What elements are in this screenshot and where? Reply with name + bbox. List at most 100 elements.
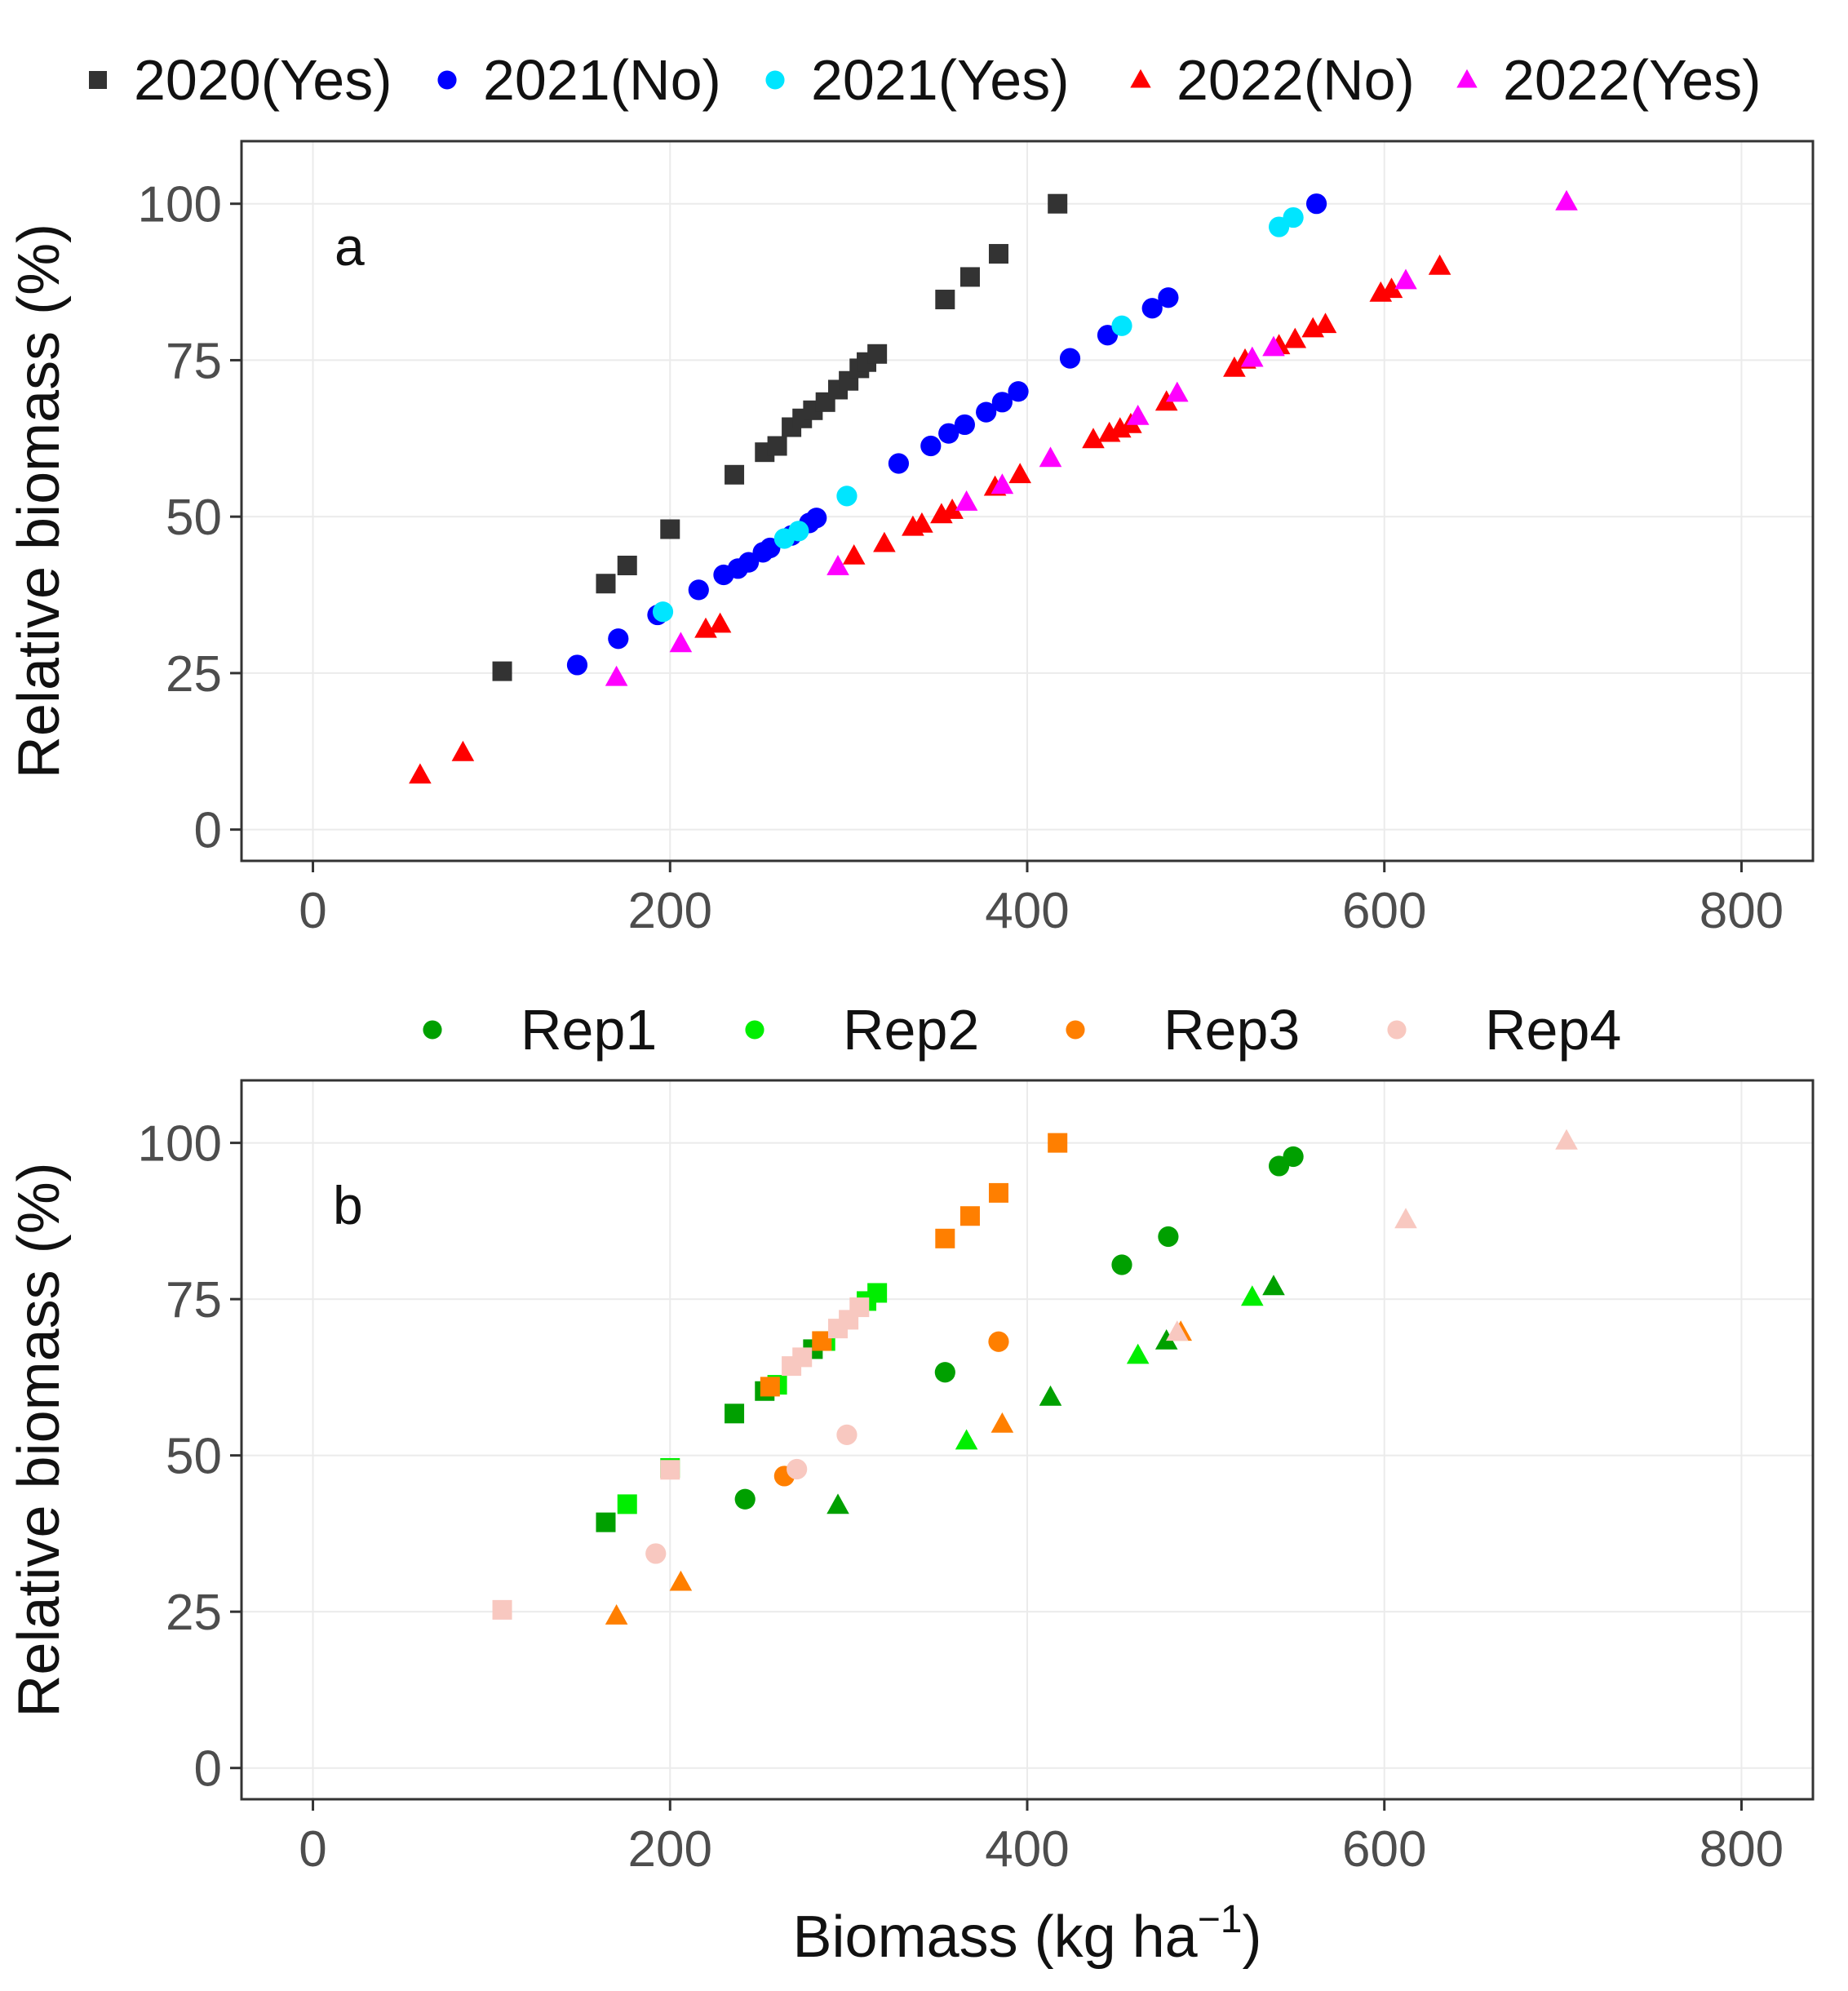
data-point	[955, 1429, 978, 1450]
legend-marker	[1130, 69, 1151, 88]
y-tick-label: 100	[138, 1116, 222, 1173]
data-point	[738, 552, 760, 573]
legend-marker	[765, 70, 785, 90]
data-point	[1380, 277, 1403, 299]
data-point	[1555, 189, 1578, 211]
data-point	[1166, 381, 1189, 402]
data-point	[836, 486, 858, 507]
data-point	[1241, 346, 1264, 367]
data-point	[941, 499, 964, 519]
data-point	[1262, 335, 1285, 357]
data-point	[976, 401, 997, 423]
y-tick-label: 75	[166, 1272, 222, 1328]
data-point	[1039, 446, 1062, 468]
data-point	[617, 555, 637, 575]
data-point	[767, 436, 787, 456]
data-point	[669, 1570, 693, 1591]
y-tick-label: 25	[166, 646, 222, 703]
data-point	[492, 661, 512, 681]
data-point	[451, 740, 475, 761]
data-point	[688, 579, 709, 601]
x-tick-label: 200	[628, 883, 712, 939]
legend-label: 2021(No)	[483, 48, 721, 112]
panel-b: 0 200 400 600 800 0 25 50 75 100 Relative biomass …	[7, 998, 1815, 1970]
data-point	[1283, 206, 1304, 228]
data-point	[988, 244, 1008, 264]
data-point	[888, 453, 910, 474]
legend-label: 2021(Yes)	[811, 48, 1070, 112]
x-tick-label: 800	[1700, 883, 1784, 939]
data-point	[1428, 254, 1451, 275]
x-tick-label: 400	[985, 883, 1069, 939]
data-point	[806, 508, 827, 529]
data-point	[920, 435, 942, 457]
data-point	[988, 1331, 1009, 1352]
legend-marker	[437, 70, 457, 90]
y-axis-title: Relative biomass (%)	[7, 1162, 72, 1717]
y-tick-label: 0	[194, 803, 222, 859]
x-tick-label: 800	[1700, 1821, 1784, 1878]
data-point	[1059, 348, 1081, 369]
data-point	[1141, 298, 1163, 319]
data-point	[1008, 463, 1031, 484]
data-point	[1166, 1320, 1189, 1341]
data-point	[605, 1604, 628, 1625]
x-tick-label: 600	[1342, 883, 1426, 939]
data-point	[1126, 1343, 1150, 1364]
data-point	[1126, 405, 1150, 425]
data-point	[1154, 390, 1178, 411]
legend-label: 2020(Yes)	[134, 48, 392, 112]
data-point	[1314, 313, 1337, 334]
data-point	[1008, 381, 1029, 402]
x-axis-title-close: )	[1242, 1905, 1261, 1970]
data-point	[734, 1488, 756, 1510]
legend-marker	[89, 71, 107, 89]
x-tick-label: 600	[1342, 1821, 1426, 1878]
x-tick-label: 0	[299, 1821, 326, 1878]
x-axis-title-main: Biomass (kg ha	[793, 1905, 1199, 1970]
x-axis-title-superscript: −1	[1198, 1898, 1243, 1941]
data-point	[596, 574, 616, 594]
data-point	[596, 1512, 616, 1532]
data-point	[827, 1493, 849, 1514]
data-point	[566, 654, 588, 676]
data-point	[608, 628, 629, 650]
data-point	[1241, 1285, 1264, 1306]
data-point	[990, 1412, 1014, 1433]
y-tick-label: 100	[138, 177, 222, 233]
data-point	[725, 1403, 745, 1424]
data-point	[409, 763, 432, 784]
legend-label: 2022(Yes)	[1503, 48, 1762, 112]
legend-marker	[745, 1020, 764, 1040]
data-point	[954, 414, 975, 436]
data-point	[935, 1228, 955, 1248]
data-point	[787, 1458, 808, 1480]
legend-label: Rep1	[521, 998, 657, 1062]
y-tick-label: 0	[194, 1741, 222, 1798]
data-point	[1111, 1254, 1132, 1275]
data-point	[652, 601, 674, 623]
data-point	[645, 1543, 667, 1564]
data-point	[1555, 1129, 1578, 1150]
data-point	[911, 512, 933, 533]
legend-label: Rep3	[1163, 998, 1300, 1062]
panel-label: a	[335, 216, 365, 277]
data-point	[725, 464, 745, 485]
legend-label: Rep2	[843, 998, 979, 1062]
data-point	[1158, 1226, 1179, 1248]
x-tick-label: 0	[299, 883, 326, 939]
data-point	[1394, 1208, 1417, 1229]
panel-a: 0 200 400 600 800 0 25 50 75 100 Relative biomass …	[7, 48, 1815, 939]
legend-marker	[423, 1020, 442, 1040]
y-axis-title: Relative biomass (%)	[7, 224, 72, 778]
data-point	[617, 1494, 637, 1514]
data-point	[959, 267, 980, 287]
data-point	[842, 544, 866, 565]
data-point	[1305, 193, 1327, 215]
data-point	[935, 290, 955, 310]
data-point	[660, 1460, 680, 1480]
data-point	[669, 632, 693, 653]
data-point	[959, 1206, 980, 1226]
data-point	[1283, 327, 1307, 348]
